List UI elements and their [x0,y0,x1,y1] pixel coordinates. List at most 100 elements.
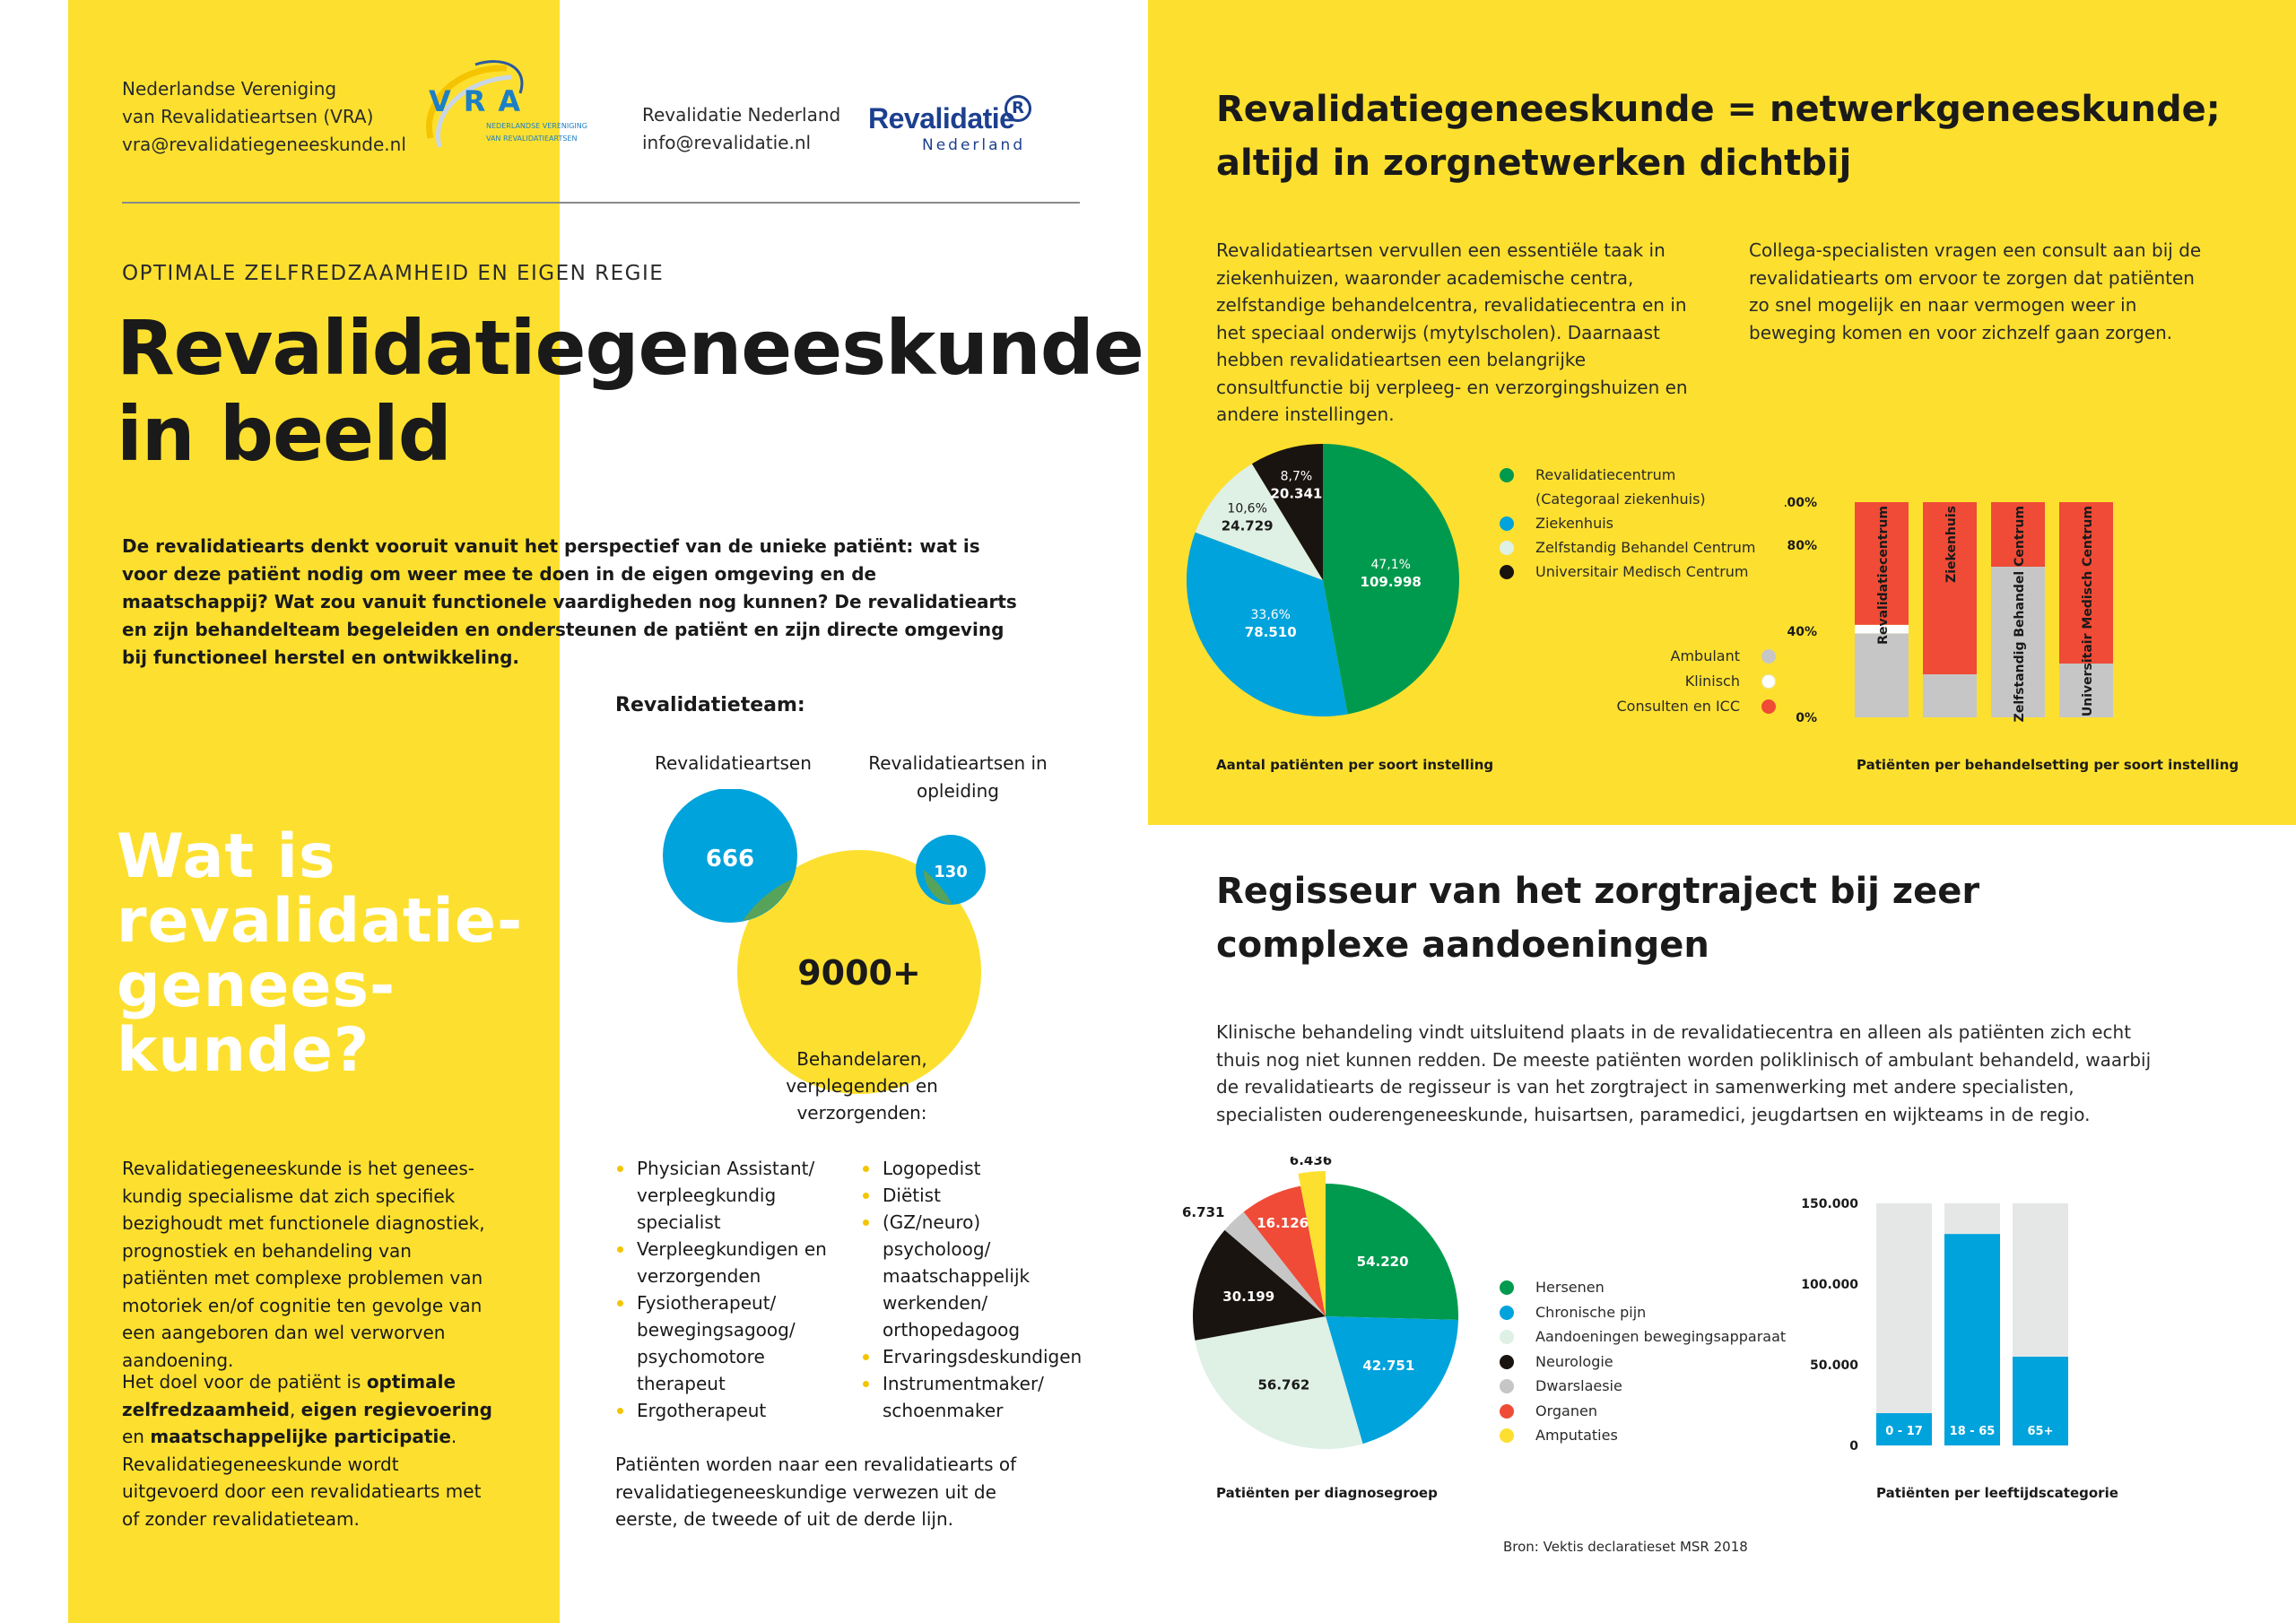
venn-artsen-circle [663,789,797,923]
pie-slice-revalidatiecentrum-categoraal-ziekenhuis [1323,444,1459,715]
hero-kicker: OPTIMALE ZELFREDZAAMHEID EN EIGEN REGIE [122,262,665,285]
list-item: Logopedist [861,1155,1085,1182]
rn-email[interactable]: info@revalidatie.nl [642,132,812,153]
legend-label: Klinisch [1684,673,1740,690]
bar-category-label: Revalidatiecentrum [1876,506,1891,645]
legend-swatch [1500,1354,1514,1369]
caption-instelling: Aantal patiënten per soort instelling [1216,757,1494,773]
bar-segment-ambulant [1923,674,1977,717]
pie-slice-hersenen [1326,1184,1458,1320]
rn-line-1: Revalidatie Nederland [642,104,841,126]
legend-swatch [1761,699,1776,714]
pie-pct-label: 8,7% [1281,470,1313,484]
list-item: Verpleegkundigen en verzorgenden [615,1236,831,1289]
legend-label: Chronische pijn [1535,1303,1647,1321]
legend-swatch [1500,1305,1514,1320]
venn-overlap-left [743,879,793,921]
bar-category-label: Ziekenhuis [1944,506,1959,583]
vra-sub-1: NEDERLANDSE VERENIGING [486,122,587,130]
venn-behandelaren-circle [737,850,981,1094]
legend-label: Neurologie [1535,1352,1613,1370]
pie-value-label: 24.729 [1222,517,1274,534]
legend-swatch [1500,1403,1514,1419]
network-col-1: Revalidatieartsen vervullen een essentië… [1216,239,1688,425]
bar-segment-klinisch [1855,624,1909,634]
pie-slice-ziekenhuis [1187,532,1348,716]
pie-value-label: 16.126 [1257,1215,1309,1231]
pie-instelling: 47,1% 109.998 33,6% 78.510 10,6%24.729 8,7% 20… [1187,444,1459,716]
pie-slice-chronische-pijn [1326,1316,1458,1445]
pie-value-label: 6.731 [1182,1204,1224,1220]
bar-category-label: Zelfstandig Behandel Centrum [2013,506,2027,722]
vra-letters: VRA [429,84,534,118]
legend-swatch [1500,1379,1514,1393]
p2-bold-b: eigen regievoering [300,1398,492,1420]
pie-value-label: 109.998 [1361,574,1422,590]
team-footer: Patiënten worden naar een revalidatieart… [615,1454,1017,1530]
pie-instelling-legend: Revalidatiecentrum (Categoraal ziekenhuis… [1500,466,1769,592]
pie-slice-aandoeningen-bewegingsapparaat [1195,1316,1363,1449]
venn-value-artsen: 666 [706,846,754,872]
title-line-2: in beeld [117,390,452,478]
pie-slice-neurologie [1193,1229,1326,1341]
legend-swatch [1500,1280,1514,1295]
vra-email[interactable]: vra@revalidatiegeneeskunde.nl [122,134,406,155]
bar-leeftijd-chart: 150.000 100.000 50.000 0 0 - 17 18 - 65 65+ [1801,1197,2068,1454]
bar-segment-consulten-en-icc [2059,502,2113,664]
p2-text-b: , [289,1398,301,1420]
legend-label: Dwarslaesie [1535,1377,1622,1394]
legend-swatch [1500,1330,1514,1344]
list-item: (GZ/neuro) psycholoog/ maatschappelijk w… [861,1209,1085,1343]
pie-value-label: 30.199 [1222,1289,1274,1305]
list-item: Ervaringsdeskundigen [861,1343,1085,1370]
pie-value-label: 78.510 [1245,624,1297,640]
team-list-left: Physician Assistant/ verpleegkundig spec… [615,1155,831,1424]
hero-intro: De revalidatiearts denkt vooruit vanuit … [122,535,1017,668]
legend-label: Organen [1535,1402,1597,1419]
bar-category-label: 65+ [2028,1425,2054,1438]
wat-is-paragraph-1: Revalidatiegeneeskunde is het genees­kun… [122,1158,485,1371]
vra-sub-2: VAN REVALIDATIEARTSEN [486,135,578,143]
y-tick-label: 150.000 [1801,1197,1858,1211]
bar-category-label: 0 - 17 [1885,1425,1923,1438]
vra-contact: Nederlandse Vereniging van Revalidatiear… [122,75,406,159]
network-title: Revalidatiegeneeskunde = netwerkgeneesku… [1216,82,2274,190]
bar-setting-legend: Ambulant Klinisch Consulten en ICC [1561,647,1776,719]
pie-pct-label: 33,6% [1251,608,1291,622]
y-tick-label: 0% [1796,711,1817,725]
venn-value-opleiding: 130 [934,863,968,881]
p2-text-c: en [122,1426,151,1447]
legend-swatch [1500,565,1514,579]
legend-swatch [1500,1428,1514,1443]
list-item: Physician Assistant/ verpleegkundig spec… [615,1155,831,1236]
regisseur-title-1: Regisseur van het zorgtraject bij zeer [1216,871,1980,912]
bar-segment-ambulant [2059,664,2113,717]
bar-segment-consulten-en-icc [1991,502,2045,567]
legend-swatch [1500,468,1514,482]
pie-diagnosegroep: 54.220 42.751 56.762 30.199 6.731 16.126 6.436 [1182,1157,1458,1449]
bar-segment-ambulant [1991,567,2045,717]
bar-segment-consulten-en-icc [1855,502,1909,625]
team-title: Revalidatieteam: [615,694,805,716]
legend-label: Zelfstandig Behandel Centrum [1535,539,1756,556]
p2-bold-a: optimale zelfredzaamheid [122,1371,457,1420]
p2-text-d: . Revalidatiegeneeskunde wordt uitgevoer… [122,1426,482,1530]
network-title-2: altijd in zorgnetwerken dichtbij [1216,143,1852,184]
y-tick-label: 50.000 [1810,1358,1858,1373]
vra-logo: VRA NEDERLANDSE VERENIGING VAN REVALIDAT… [422,57,592,156]
y-tick-label: 0 [1849,1439,1858,1454]
network-col-2: Collega-specialisten vragen een consult … [1749,239,2202,343]
p2-text-a: Het doel voor de patiënt is [122,1371,367,1393]
regisseur-title-2: complexe aandoeningen [1216,924,1709,966]
y-tick-label: 100.000 [1801,1278,1858,1292]
regisseur-text: Klinische behandeling vindt uitsluitend … [1216,1021,2152,1125]
y-tick-label: 80% [1787,539,1817,553]
legend-label: Revalidatiecentrum [1535,466,1676,483]
pie-value-label: 20.341 [1270,486,1322,502]
team-list-right: Logopedist Diëtist (GZ/neuro) psycholoog… [861,1155,1085,1424]
legend-label: Ziekenhuis [1535,515,1613,532]
vra-line-1: Nederlandse Vereniging [122,78,337,100]
title-line-1: Revalidatiegeneeskunde [117,304,1144,392]
legend-swatch [1761,674,1776,689]
rn-word: Revalidatie [868,102,1015,135]
